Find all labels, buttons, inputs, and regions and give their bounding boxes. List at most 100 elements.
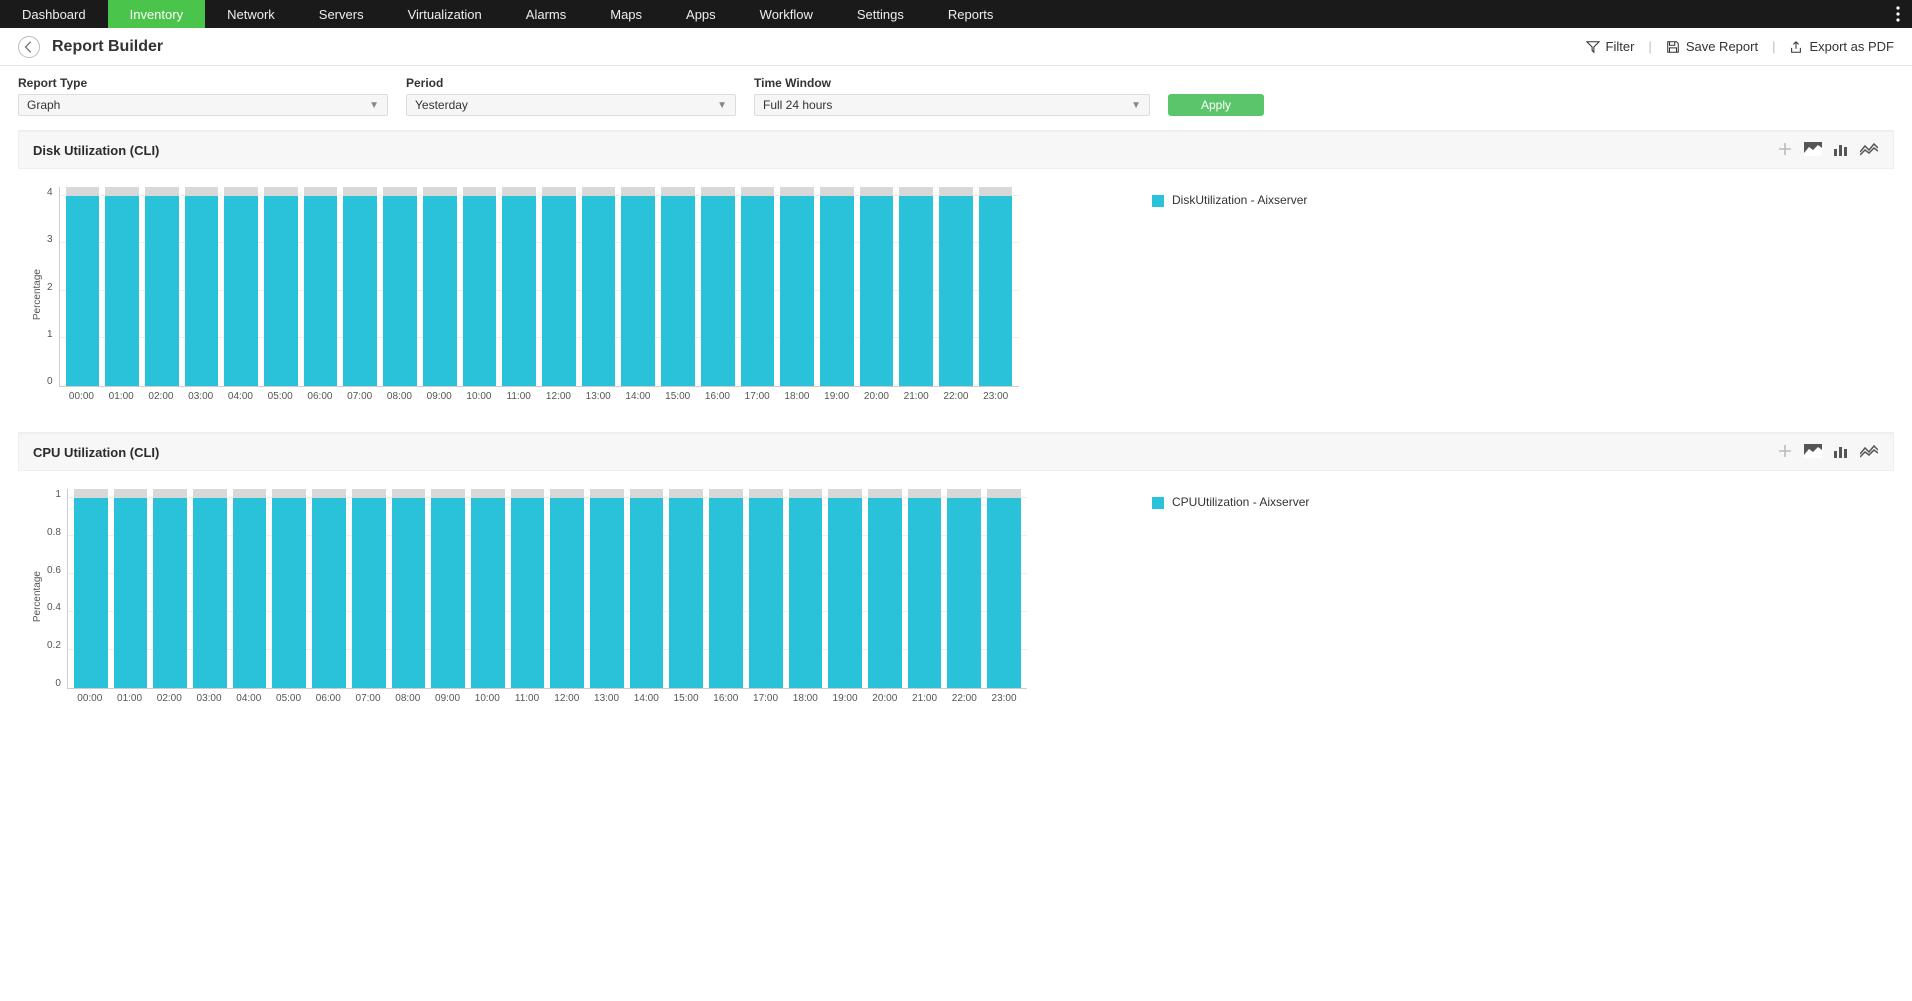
bar-main — [741, 196, 775, 386]
legend-swatch — [1152, 497, 1164, 509]
report-type-label: Report Type — [18, 76, 388, 90]
chart-area: Percentage4321000:0001:0002:0003:0004:00… — [32, 187, 1112, 402]
add-chart-button[interactable] — [1775, 142, 1795, 158]
x-tick: 21:00 — [899, 391, 933, 402]
x-tick: 19:00 — [820, 391, 854, 402]
x-tick: 02:00 — [152, 693, 186, 704]
time-window-field: Time Window Full 24 hours ▼ — [754, 76, 1150, 116]
bar — [431, 489, 465, 688]
x-tick: 00:00 — [73, 693, 107, 704]
x-tick: 13:00 — [581, 391, 615, 402]
bar — [304, 187, 338, 386]
bar-cap — [630, 489, 664, 498]
y-tick: 4 — [47, 187, 53, 198]
period-select[interactable]: Yesterday ▼ — [406, 94, 736, 116]
bar-main — [582, 196, 616, 386]
nav-item-servers[interactable]: Servers — [297, 0, 386, 28]
report-type-select[interactable]: Graph ▼ — [18, 94, 388, 116]
add-chart-icon — [1778, 142, 1792, 159]
bar — [193, 489, 227, 688]
bar-main — [431, 498, 465, 688]
line-chart-button[interactable] — [1859, 444, 1879, 460]
bar-cap — [511, 489, 545, 498]
export-icon — [1789, 40, 1803, 54]
bars-container — [60, 187, 1019, 386]
bar — [550, 489, 584, 688]
bar — [820, 187, 854, 386]
x-tick: 14:00 — [629, 693, 663, 704]
x-tick: 04:00 — [232, 693, 266, 704]
nav-item-apps[interactable]: Apps — [664, 0, 738, 28]
bar-main — [304, 196, 338, 386]
bar-main — [272, 498, 306, 688]
x-tick: 17:00 — [740, 391, 774, 402]
export-pdf-button[interactable]: Export as PDF — [1789, 39, 1894, 54]
nav-item-dashboard[interactable]: Dashboard — [0, 0, 108, 28]
nav-item-maps[interactable]: Maps — [588, 0, 664, 28]
time-window-select[interactable]: Full 24 hours ▼ — [754, 94, 1150, 116]
nav-item-workflow[interactable]: Workflow — [738, 0, 835, 28]
x-tick: 23:00 — [979, 391, 1013, 402]
bar-chart-icon — [1833, 142, 1849, 159]
bar-main — [939, 196, 973, 386]
nav-item-virtualization[interactable]: Virtualization — [386, 0, 504, 28]
filter-button[interactable]: Filter — [1586, 39, 1635, 54]
back-button[interactable] — [18, 36, 40, 58]
y-tick: 2 — [47, 282, 53, 293]
bar-cap — [304, 187, 338, 196]
period-value: Yesterday — [415, 98, 468, 112]
more-menu-button[interactable] — [1884, 0, 1912, 28]
chevron-left-icon — [22, 40, 36, 54]
y-tick: 0.6 — [47, 565, 61, 576]
bar — [780, 187, 814, 386]
bar — [582, 187, 616, 386]
chart-panel-body: Percentage10.80.60.40.2000:0001:0002:000… — [18, 471, 1894, 714]
nav-item-network[interactable]: Network — [205, 0, 297, 28]
bar-cap — [105, 187, 139, 196]
bar-main — [661, 196, 695, 386]
plot-wrap: 00:0001:0002:0003:0004:0005:0006:0007:00… — [67, 489, 1027, 704]
bar-chart-button[interactable] — [1831, 142, 1851, 158]
bar-main — [233, 498, 267, 688]
nav-item-alarms[interactable]: Alarms — [504, 0, 588, 28]
bar-cap — [661, 187, 695, 196]
bar-main — [630, 498, 664, 688]
apply-button[interactable]: Apply — [1168, 94, 1264, 116]
nav-item-settings[interactable]: Settings — [835, 0, 926, 28]
save-report-button[interactable]: Save Report — [1666, 39, 1758, 54]
nav-item-inventory[interactable]: Inventory — [108, 0, 205, 28]
area-chart-button[interactable] — [1803, 142, 1823, 158]
bar-main — [899, 196, 933, 386]
y-tick: 1 — [47, 329, 53, 340]
y-tick: 0 — [47, 678, 61, 689]
x-tick: 11:00 — [502, 391, 536, 402]
x-tick: 22:00 — [947, 693, 981, 704]
save-icon — [1666, 40, 1680, 54]
bar-main — [312, 498, 346, 688]
bar — [701, 187, 735, 386]
page-title: Report Builder — [52, 38, 163, 56]
top-nav: DashboardInventoryNetworkServersVirtuali… — [0, 0, 1912, 28]
add-chart-button[interactable] — [1775, 444, 1795, 460]
area-chart-button[interactable] — [1803, 444, 1823, 460]
bar-cap — [224, 187, 258, 196]
nav-item-reports[interactable]: Reports — [926, 0, 1016, 28]
bar-cap — [899, 187, 933, 196]
separator: | — [1772, 39, 1775, 54]
bar-main — [828, 498, 862, 688]
x-tick: 07:00 — [343, 391, 377, 402]
chart-panel: CPU Utilization (CLI)Percentage10.80.60.… — [18, 432, 1894, 714]
x-tick: 08:00 — [383, 391, 417, 402]
bar-main — [860, 196, 894, 386]
bar-chart-button[interactable] — [1831, 444, 1851, 460]
x-tick: 03:00 — [192, 693, 226, 704]
bar — [74, 489, 108, 688]
page-header: Report Builder Filter | Save Report | Ex… — [0, 28, 1912, 66]
bar-cap — [709, 489, 743, 498]
line-chart-button[interactable] — [1859, 142, 1879, 158]
header-actions: Filter | Save Report | Export as PDF — [1586, 39, 1894, 54]
bar-main — [542, 196, 576, 386]
bar — [621, 187, 655, 386]
chart-legend: DiskUtilization - Aixserver — [1152, 187, 1307, 402]
bar-main — [789, 498, 823, 688]
